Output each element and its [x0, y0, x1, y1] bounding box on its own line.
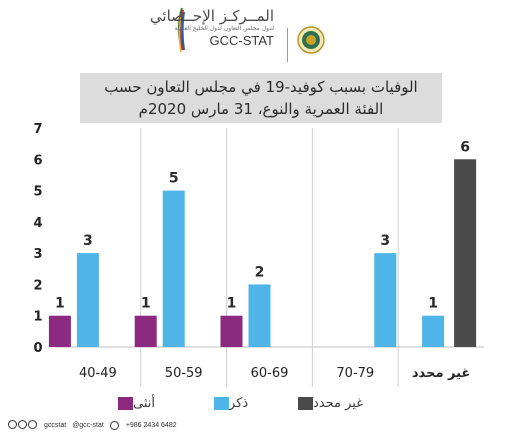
- org-logo-text: المــركـز الإحــصائي لدول مجلس التعاون ل…: [134, 8, 274, 68]
- header: المــركـز الإحــصائي لدول مجلس التعاون ل…: [0, 0, 512, 72]
- bar-أنثى: [134, 315, 157, 347]
- y-tick-label: 7: [33, 122, 42, 137]
- bar-ذكر: [374, 253, 397, 347]
- y-tick-label: 0: [33, 341, 42, 356]
- bar-ذكر: [76, 253, 99, 347]
- twitter-icon: [18, 419, 27, 429]
- org-name-en: GCC-STAT: [209, 33, 274, 48]
- y-tick-label: 2: [33, 278, 42, 293]
- org-subtitle-ar: لدول مجلس التعاون لدول الخليج العربية: [174, 25, 275, 32]
- legend-label-male: ذكر: [229, 395, 249, 411]
- data-label: 6: [460, 139, 470, 155]
- logo-stripes-icon: [178, 7, 185, 53]
- footer-handle-1: gccstat: [44, 421, 67, 429]
- bar-ذكر: [162, 190, 185, 347]
- data-label: 1: [227, 296, 237, 312]
- bar-أنثى: [220, 315, 243, 347]
- chart-title-line2: الفئة العمرية والنوع، 31 مارس 2020م: [138, 100, 384, 118]
- legend-label-unspecified: غير محدد: [313, 395, 363, 411]
- x-tick-label: 60-69: [251, 366, 289, 381]
- data-label: 1: [141, 296, 151, 312]
- legend-item-male: ذكر: [214, 393, 256, 413]
- footer: gccstat @gcc-stat +986 2434 6482: [8, 418, 177, 432]
- legend-swatch-unspecified: [298, 396, 313, 410]
- legend-swatch-female: [118, 396, 133, 410]
- facebook-icon: [8, 419, 17, 429]
- bar-ذكر: [422, 315, 445, 347]
- data-label: 3: [83, 233, 93, 249]
- legend-item-unspecified: غير محدد: [298, 393, 371, 413]
- data-label: 1: [55, 296, 65, 312]
- x-tick-label: 70-79: [336, 366, 374, 381]
- bar-غير محدد: [454, 159, 477, 347]
- x-tick-label: 40-49: [79, 366, 117, 381]
- y-tick-label: 4: [33, 216, 42, 231]
- legend-item-female: أنثى: [118, 393, 163, 413]
- x-tick-label: 50-59: [165, 366, 203, 381]
- y-tick-label: 5: [33, 185, 42, 200]
- chart-title-box: الوفيات بسبب كوفيد-19 في مجلس التعاون حس…: [80, 73, 442, 123]
- y-tick-label: 6: [33, 153, 42, 168]
- header-divider: [287, 28, 288, 62]
- bar-ذكر: [248, 284, 271, 347]
- data-label: 5: [169, 171, 179, 187]
- data-label: 3: [380, 233, 390, 249]
- instagram-icon: [28, 419, 37, 429]
- gcc-emblem-icon: [297, 26, 325, 54]
- whatsapp-icon: [109, 420, 119, 430]
- legend-label-female: أنثى: [133, 395, 155, 411]
- legend: أنثى ذكر غير محدد: [0, 393, 512, 413]
- bar-chart: 0 1 2 3 4 5 6 7 1 3 40-49 1 5 50-59 1 2 60-69 3 70-79 1 6 غير…: [0, 120, 512, 390]
- chart-canvas: 012345671340-491550-591260-69370-7916غير…: [33, 122, 484, 387]
- org-name-ar: المــركـز الإحــصائي: [149, 7, 274, 25]
- data-label: 1: [428, 296, 438, 312]
- footer-handle-2: @gcc-stat: [72, 421, 104, 429]
- y-tick-label: 3: [33, 247, 42, 262]
- y-tick-label: 1: [33, 310, 42, 325]
- x-tick-label: غير محدد: [412, 366, 470, 381]
- social-icons: [8, 419, 38, 431]
- legend-swatch-male: [214, 396, 229, 410]
- bar-أنثى: [48, 315, 71, 347]
- data-label: 2: [255, 264, 265, 280]
- footer-phone: +986 2434 6482: [125, 421, 177, 429]
- chart-title-line1: الوفيات بسبب كوفيد-19 في مجلس التعاون حس…: [104, 78, 418, 96]
